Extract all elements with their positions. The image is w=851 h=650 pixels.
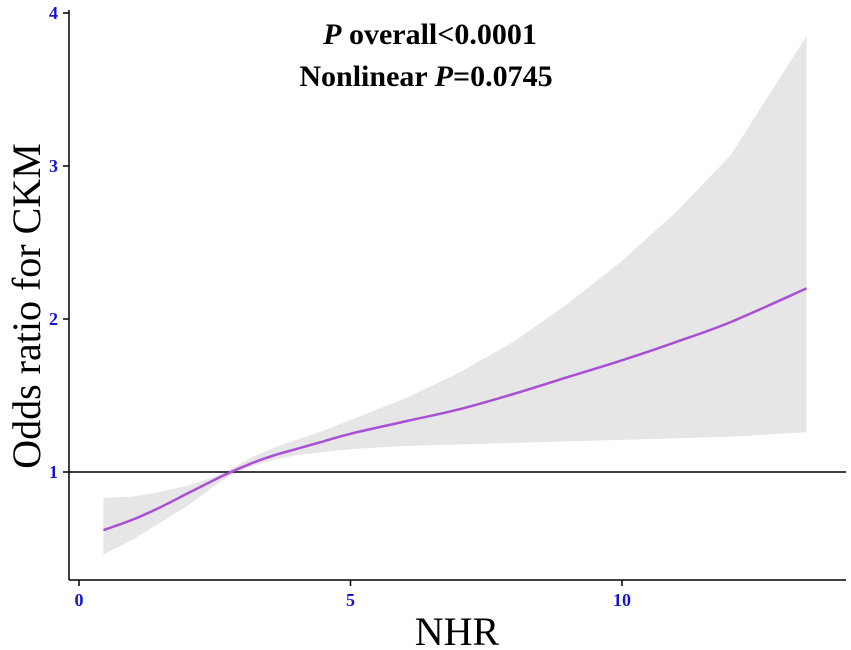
p-nonlinear-annotation: Nonlinear P=0.0745 <box>299 60 552 93</box>
y-axis-title: Odds ratio for CKM <box>4 143 49 469</box>
x-tick-label: 5 <box>346 590 355 610</box>
y-tick-label: 4 <box>49 3 58 23</box>
x-tick-label: 0 <box>75 590 84 610</box>
y-tick-label: 3 <box>49 156 58 176</box>
odds-ratio-curve <box>103 287 808 532</box>
y-tick-label: 1 <box>49 462 58 482</box>
x-tick-label: 10 <box>613 590 631 610</box>
x-axis-title: NHR <box>415 609 500 650</box>
y-tick-label: 2 <box>49 309 58 329</box>
confidence-band <box>103 35 807 555</box>
p-overall-annotation: P overall<0.0001 <box>322 18 537 51</box>
